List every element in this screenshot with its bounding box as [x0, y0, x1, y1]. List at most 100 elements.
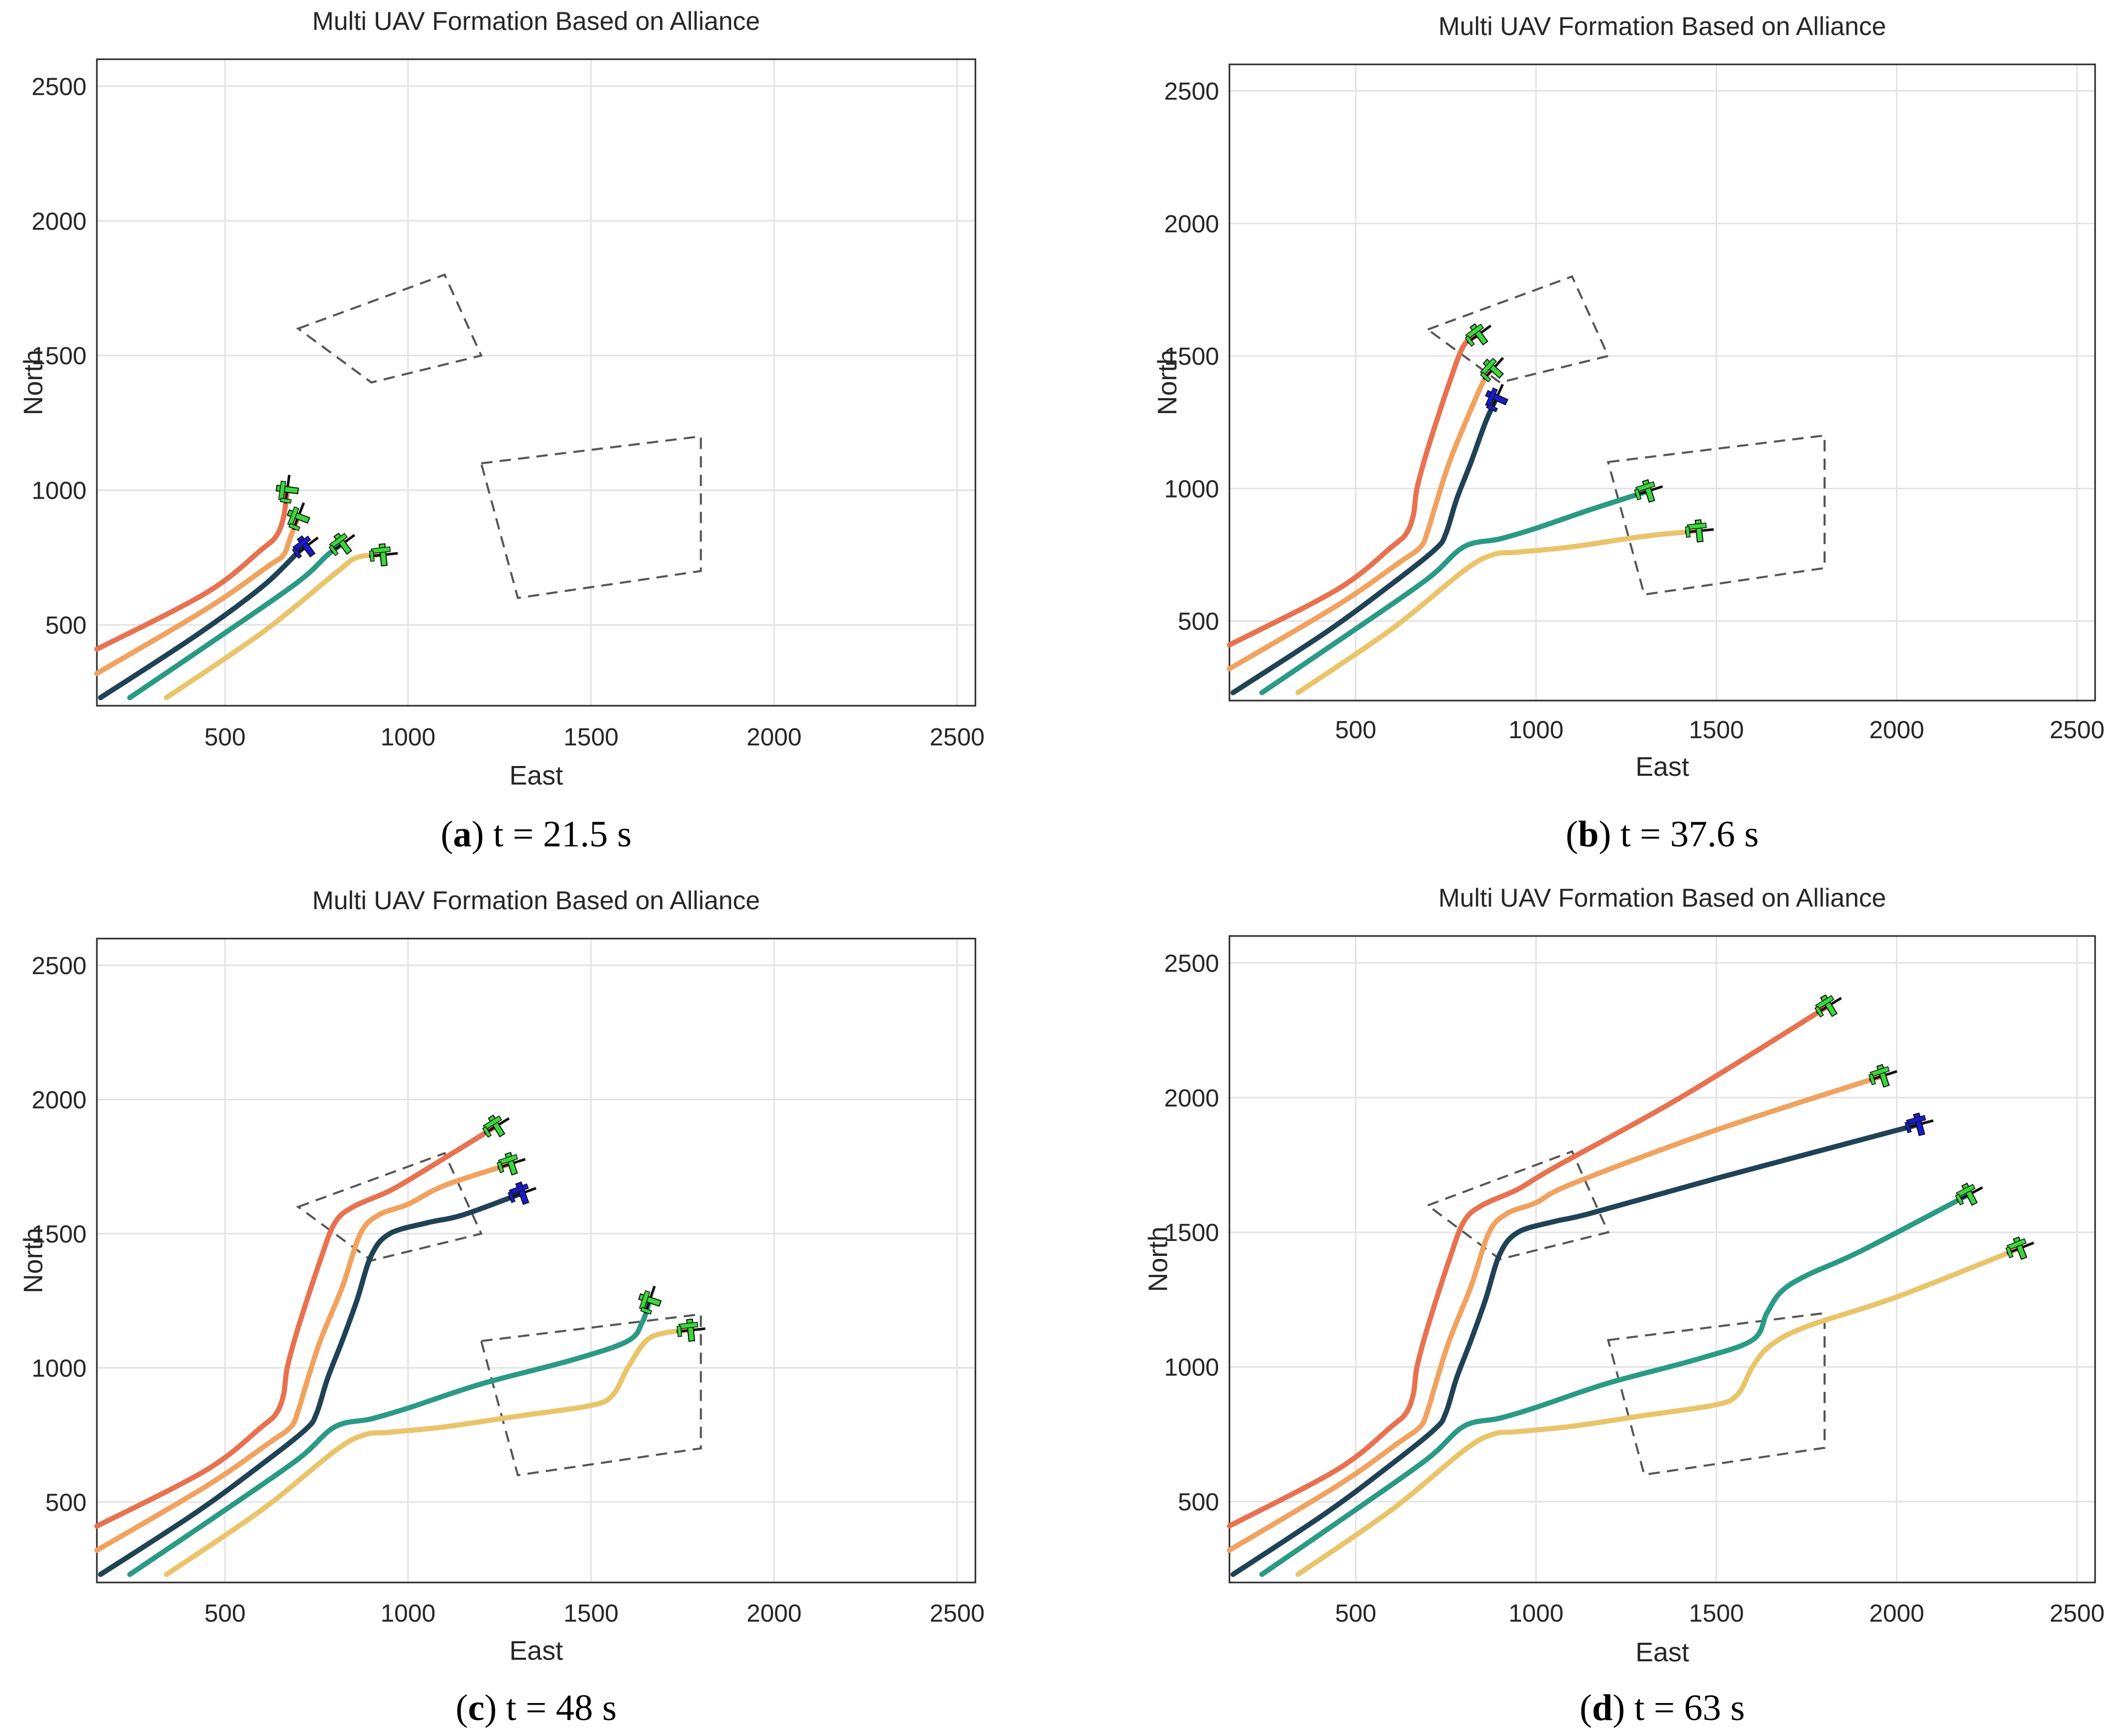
panel-c-uav-3-leader-icon: [508, 1181, 537, 1205]
panel-d-zone-2: [1607, 1312, 1826, 1476]
panel-b-x-tick-label-1: 1000: [1509, 717, 1564, 744]
panel-d: 500 1000 1500 2000 2500 500 1000 1500 2000 2500 Mu…: [1143, 883, 2104, 1728]
panel-a-uav-1-tail: [280, 498, 292, 504]
panel-a-uav-2-tail: [288, 523, 300, 531]
panel-c-y-tick-label-4: 2500: [31, 952, 87, 980]
panel-c-uav-5-follower-icon: [676, 1318, 705, 1342]
panel-d-x-tick-label-4: 2500: [2050, 1600, 2105, 1627]
panel-b-trajectory-uav-3: [1230, 396, 1499, 695]
panel-c-x-tick-label-3: 2000: [747, 1600, 802, 1627]
panel-b-trajectory-uav-5: [1295, 528, 1701, 695]
panel-b-trajectory-uav-2: [1227, 366, 1495, 672]
panel-a-trajectory-uav-5: [164, 552, 385, 701]
panel-b-zone-2: [1607, 434, 1826, 596]
panel-d-x-axis-label: East: [1635, 1638, 1690, 1667]
panel-a-x-tick-label-4: 2500: [930, 724, 985, 751]
panel-a-y-axis-label: North: [19, 350, 48, 415]
panel-c-uav-2-follower-icon: [496, 1152, 526, 1176]
panel-a-uav-3-leader-icon: [292, 535, 319, 559]
panel-c-title: Multi UAV Formation Based on Alliance: [312, 886, 760, 915]
panel-d-caption: (d) t = 63 s: [1580, 1687, 1745, 1728]
panel-d-uav-4-follower-icon: [1955, 1182, 1983, 1206]
panel-c-x-axis-label: East: [509, 1636, 563, 1666]
panel-a-x-tick-label-0: 500: [205, 724, 246, 751]
panel-b-x-tick-label-0: 500: [1335, 717, 1376, 744]
panel-a-uav-1-follower-icon: [275, 474, 299, 504]
panel-d-y-tick-label-3: 2000: [1164, 1085, 1219, 1112]
panel-b-x-tick-label-3: 2000: [1869, 717, 1925, 744]
panel-c-x-tick-label-0: 500: [205, 1600, 246, 1627]
panel-b-y-tick-label-4: 2500: [1164, 78, 1219, 105]
panel-b: 500 1000 1500 2000 2500 500 1000 1500 2000 2500 Mu…: [1153, 12, 2104, 855]
panel-a-uav-5-tail: [369, 550, 375, 562]
panel-c-x-tick-label-2: 1500: [564, 1600, 619, 1627]
panel-a-axes-box: [96, 58, 976, 707]
panel-c-trajectory-uav-2: [94, 1161, 513, 1553]
panel-c-uav-2-tail: [496, 1161, 504, 1173]
panel-b-x-tick-label-4: 2500: [2050, 717, 2105, 744]
panel-b-x-tick-label-2: 1500: [1689, 717, 1744, 744]
panel-a-y-tick-label-1: 1000: [31, 478, 87, 505]
panel-d-uav-2-tail: [1868, 1073, 1876, 1085]
panel-d-trajectory-uav-5: [1295, 1246, 2022, 1577]
panel-b-uav-5-fuselage: [1686, 522, 1707, 530]
panel-a-uav-5-follower-icon: [368, 543, 398, 567]
panel-b-caption: (b) t = 37.6 s: [1566, 813, 1759, 855]
panel-c-y-tick-label-1: 1000: [31, 1355, 87, 1382]
panel-c-y-tick-label-3: 2000: [31, 1087, 87, 1114]
panel-b-uav-5-tail: [1685, 526, 1691, 538]
panel-b-uav-4-tail: [1634, 488, 1642, 501]
panel-c: 500 1000 1500 2000 2500 500 1000 1500 2000 2500 Mu…: [19, 886, 985, 1728]
panel-a-uav-3-tail: [292, 547, 302, 559]
panel-a-uav-5-fuselage: [370, 546, 391, 554]
panel-c-uav-1-follower-icon: [482, 1114, 510, 1138]
panel-d-x-tick-label-0: 500: [1335, 1600, 1376, 1627]
panel-c-axes-box: [96, 938, 976, 1584]
panel-c-uav-4-tail: [640, 1307, 652, 1315]
panel-a: 500 1000 1500 2000 2500 500 1000 1500 2000 2500 Mu…: [19, 7, 985, 855]
panel-b-uav-5-follower-icon: [1684, 519, 1714, 543]
panel-d-uav-5-tail: [2005, 1246, 2014, 1258]
panel-b-y-tick-label-1: 1000: [1164, 475, 1219, 503]
panel-c-uav-4-follower-icon: [638, 1285, 662, 1315]
panel-b-uav-4-follower-icon: [1634, 479, 1663, 503]
panel-b-uav-2-follower-icon: [1480, 356, 1505, 383]
panel-a-trajectory-uav-1: [94, 487, 290, 652]
panel-a-y-tick-label-4: 2500: [31, 73, 87, 100]
panel-d-x-tick-label-1: 1000: [1509, 1600, 1564, 1627]
panel-b-uav-3-leader-icon: [1484, 384, 1509, 413]
panel-d-x-tick-label-2: 1500: [1689, 1600, 1744, 1627]
panel-a-zone-2: [480, 435, 702, 600]
panel-d-uav-1-tail: [1814, 1006, 1824, 1018]
panel-b-trajectory-uav-4: [1259, 488, 1650, 695]
panel-d-uav-3-leader-icon: [1904, 1112, 1934, 1136]
panel-a-x-tick-label-2: 1500: [564, 724, 619, 751]
panel-b-x-axis-label: East: [1635, 752, 1690, 782]
panel-a-caption: (a) t = 21.5 s: [441, 813, 632, 855]
panel-c-uav-3-tail: [508, 1191, 516, 1203]
panel-d-x-tick-label-3: 2000: [1869, 1600, 1925, 1627]
panel-d-title: Multi UAV Formation Based on Alliance: [1439, 883, 1886, 912]
panel-c-y-tick-label-0: 500: [45, 1489, 87, 1517]
panel-b-uav-1-tail: [1464, 335, 1475, 347]
panel-c-zone-1: [296, 1152, 483, 1262]
panel-a-y-tick-label-2: 1500: [31, 343, 87, 370]
panel-c-trajectory-uav-1: [94, 1124, 499, 1529]
panel-c-y-tick-label-2: 1500: [31, 1221, 87, 1248]
panel-d-zone-1: [1425, 1150, 1610, 1261]
panel-a-y-tick-label-3: 2000: [31, 208, 87, 235]
panel-a-x-tick-label-1: 1000: [380, 724, 435, 751]
panel-c-caption: (c) t = 48 s: [455, 1687, 617, 1728]
panel-c-trajectory-uav-4: [127, 1298, 652, 1577]
panel-d-uav-3-tail: [1904, 1121, 1912, 1133]
panel-d-uav-5-follower-icon: [2005, 1236, 2034, 1260]
panel-c-uav-1-tail: [482, 1126, 492, 1138]
panel-d-y-tick-label-0: 500: [1178, 1489, 1219, 1516]
panel-d-trajectory-uav-2: [1227, 1073, 1885, 1553]
panel-d-uav-2-follower-icon: [1868, 1064, 1898, 1088]
panel-d-trajectory-uav-1: [1227, 1003, 1831, 1529]
panel-b-zone-1: [1425, 275, 1610, 384]
panel-a-uav-4-tail: [328, 544, 339, 556]
panel-b-uav-1-follower-icon: [1464, 323, 1492, 347]
